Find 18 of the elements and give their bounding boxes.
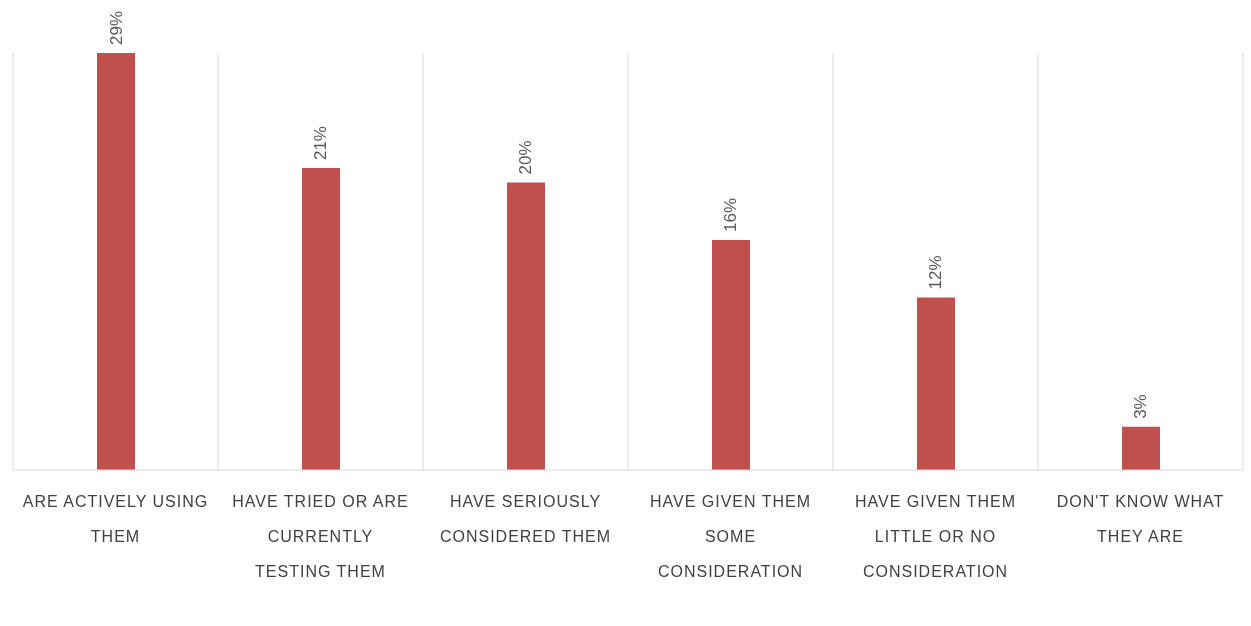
bar bbox=[507, 182, 545, 470]
data-label: 12% bbox=[926, 255, 946, 290]
x-tick-label: HAVE TRIED OR ARE CURRENTLY TESTING THEM bbox=[232, 493, 409, 581]
bar bbox=[712, 239, 750, 470]
data-label: 3% bbox=[1131, 394, 1151, 419]
x-tick-label: HAVE GIVEN THEM SOME CONSIDERATION bbox=[649, 493, 812, 581]
data-label: 29% bbox=[106, 10, 126, 45]
x-tick-label: DON'T KNOW WHAT THEY ARE bbox=[1056, 493, 1225, 546]
data-label: 16% bbox=[721, 197, 741, 232]
bar bbox=[917, 297, 955, 470]
bar bbox=[302, 168, 340, 470]
data-label: 20% bbox=[516, 140, 536, 175]
x-tick-label: HAVE SERIOUSLY CONSIDERED THEM bbox=[439, 493, 612, 546]
x-tick-label: ARE ACTIVELY USING THEM bbox=[22, 493, 209, 546]
data-label: 21% bbox=[311, 126, 331, 161]
bar bbox=[1122, 426, 1160, 470]
x-tick-label: HAVE GIVEN THEM LITTLE OR NO CONSIDERATION bbox=[854, 493, 1017, 581]
bar bbox=[97, 53, 135, 470]
